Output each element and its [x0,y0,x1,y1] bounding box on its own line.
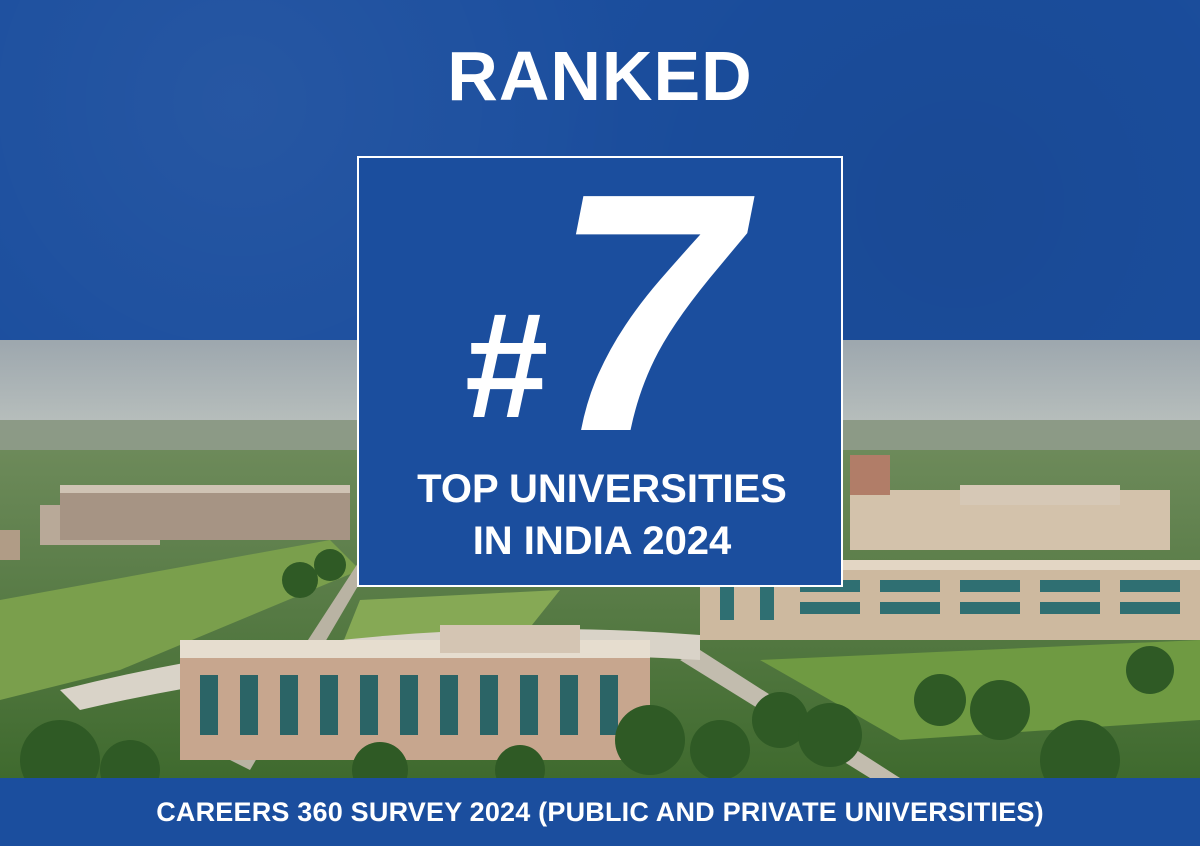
footer-band: CAREERS 360 SURVEY 2024 (PUBLIC AND PRIV… [0,778,1200,846]
rank-caption-line2: IN INDIA 2024 [472,519,732,563]
rank-number: # 7 [359,123,845,503]
survey-source-text: CAREERS 360 SURVEY 2024 (PUBLIC AND PRIV… [156,796,1044,827]
ranked-heading: RANKED [447,37,753,115]
rank-caption-line1: TOP UNIVERSITIES [417,467,787,511]
rank-caption: TOP UNIVERSITIES IN INDIA 2024 [359,463,845,567]
rank-box: # 7 TOP UNIVERSITIES IN INDIA 2024 [357,123,845,587]
rank-value: 7 [552,123,742,503]
hash-symbol: # [462,281,547,449]
